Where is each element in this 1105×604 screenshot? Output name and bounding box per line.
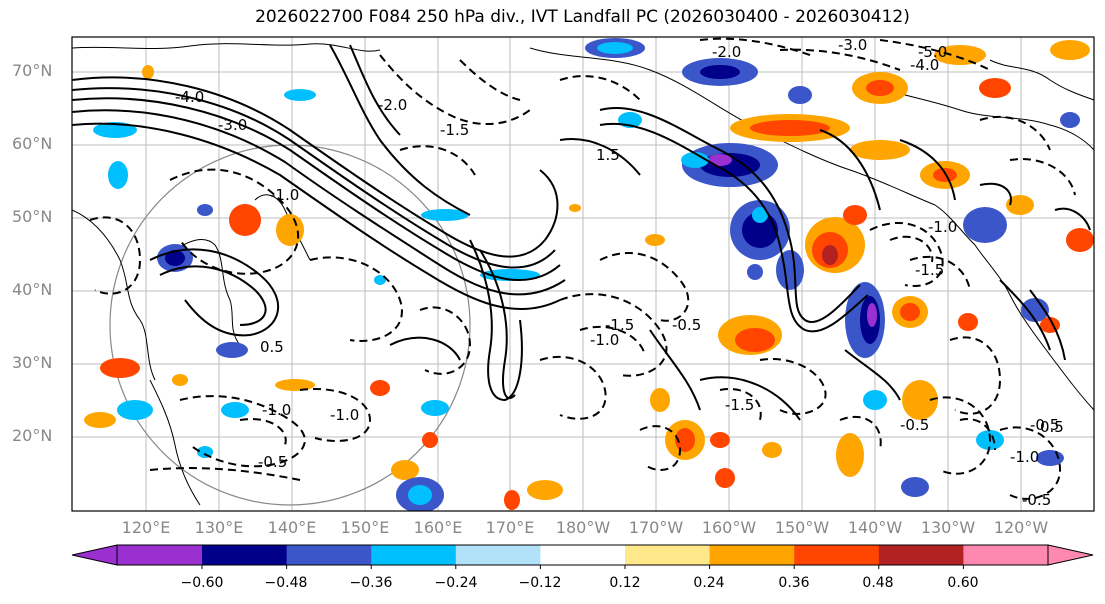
lat-label-70: 70°N: [12, 61, 53, 80]
contour-label: -3.0: [838, 36, 867, 54]
contour-label: -1.5: [605, 316, 634, 334]
lon-label-150w: 150°W: [774, 518, 830, 537]
lon-label-160w: 160°W: [701, 518, 757, 537]
contour-label: -1.0: [1010, 448, 1039, 466]
contour-label: -1.5: [915, 261, 944, 279]
colorbar-tick-label: −0.48: [264, 575, 308, 591]
lat-label-40: 40°N: [12, 280, 53, 299]
colorbar-segment: [709, 545, 795, 565]
contour-label: -5.0: [918, 43, 947, 61]
contour-label: -0.5: [900, 416, 929, 434]
dashed-contours: [89, 37, 1076, 500]
lon-label-140e: 140°E: [267, 518, 317, 537]
colorbar-tick-label: 0.60: [947, 575, 979, 591]
colorbar-segment: [540, 545, 626, 565]
map-area: -4.0 -3.0 -2.0 -1.5 -1.0 -0.5 0.5 -1.0 1…: [72, 36, 1094, 511]
contour-label: -4.0: [175, 88, 204, 106]
colorbar-segment: [625, 545, 711, 565]
colorbar-extend-max: [1047, 544, 1094, 566]
colorbar-tick-label: 0.48: [862, 575, 894, 591]
lon-label-170w: 170°W: [628, 518, 684, 537]
colorbar-extend-min: [71, 544, 118, 566]
contour-label: -1.5: [725, 396, 754, 414]
colorbar-segment: [286, 545, 372, 565]
contour-label: 0.5: [1040, 418, 1064, 436]
lat-label-20: 20°N: [12, 426, 53, 445]
colorbar-segment: [202, 545, 288, 565]
lon-label-170e: 170°E: [485, 518, 535, 537]
solid-contours: [72, 44, 1091, 421]
colorbar-tick-label: −0.12: [518, 575, 562, 591]
lon-label-130e: 130°E: [194, 518, 244, 537]
contour-label: -1.0: [330, 406, 359, 424]
contour-label: -0.5: [258, 453, 287, 471]
lat-label-30: 30°N: [12, 353, 53, 372]
contour-label: -4.0: [910, 56, 939, 74]
contour-label: -3.0: [218, 116, 247, 134]
lat-label-60: 60°N: [12, 134, 53, 153]
colorbar-segment: [371, 545, 457, 565]
lon-label-180w: 180°W: [555, 518, 611, 537]
colorbar-border: [116, 544, 1049, 566]
colorbar-tick-label: 0.36: [778, 575, 810, 591]
colorbar-segment: [794, 545, 880, 565]
contour-label: -1.0: [262, 401, 291, 419]
contour-label: 1.5: [596, 146, 620, 164]
contour-label: -1.0: [270, 186, 299, 204]
contour-label: -0.5: [672, 316, 701, 334]
colorbar-segment: [878, 545, 964, 565]
contour-label: 0.5: [260, 338, 284, 356]
colorbar-tick-label: −0.60: [180, 575, 224, 591]
lon-label-160e: 160°E: [413, 518, 463, 537]
lon-label-140w: 140°W: [847, 518, 903, 537]
contour-label: -2.0: [378, 96, 407, 114]
contour-label: -1.5: [440, 121, 469, 139]
map-frame: [71, 36, 1095, 512]
contour-label: -1.0: [928, 218, 957, 236]
contour-label: -0.5: [1030, 416, 1059, 434]
contour-labels: -4.0 -3.0 -2.0 -1.5 -1.0 -0.5 0.5 -1.0 1…: [175, 36, 1064, 509]
figure-title: 2026022700 F084 250 hPa div., IVT Landfa…: [255, 7, 910, 27]
lat-label-50: 50°N: [12, 207, 53, 226]
colorbar-tick-label: 0.24: [693, 575, 725, 591]
lon-label-120w: 120°W: [993, 518, 1049, 537]
lon-label-130w: 130°W: [920, 518, 976, 537]
colorbar: [71, 544, 1094, 569]
contour-label: -2.0: [712, 43, 741, 61]
colorbar-tick-label: 0.12: [609, 575, 641, 591]
colorbar-tick-label: −0.24: [434, 575, 478, 591]
colorbar-tick-label: −0.36: [349, 575, 393, 591]
colorbar-segment: [963, 545, 1048, 565]
region-circle: [109, 144, 471, 506]
divergence-shading: [84, 38, 1094, 511]
contour-label: -1.0: [590, 331, 619, 349]
colorbar-segment: [455, 545, 541, 565]
colorbar-segment: [117, 545, 202, 565]
lon-label-120e: 120°E: [121, 518, 171, 537]
lon-label-150e: 150°E: [340, 518, 390, 537]
contour-label: -0.5: [1022, 491, 1051, 509]
